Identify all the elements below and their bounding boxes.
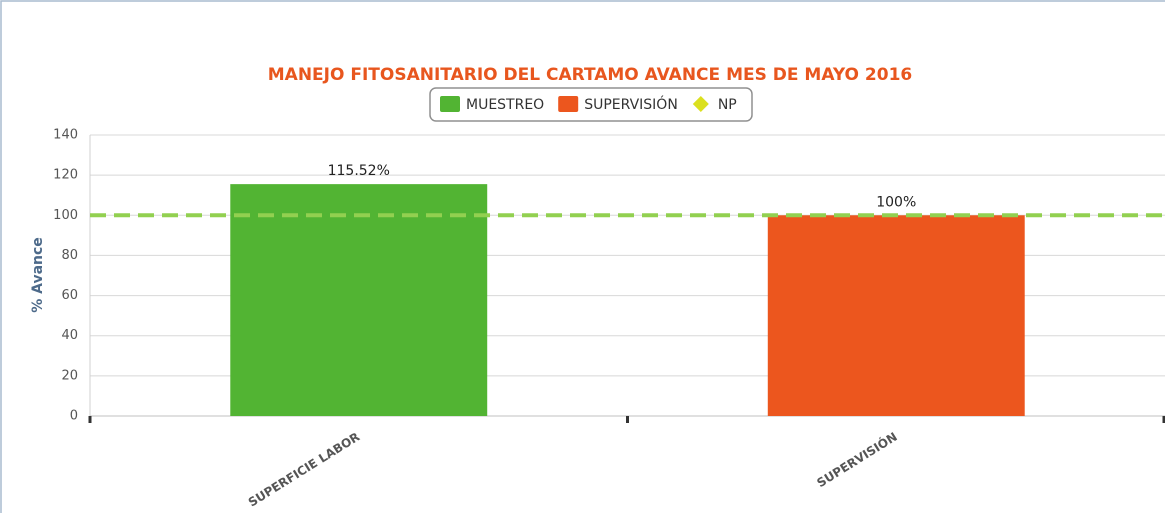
legend-marker [558,96,579,112]
data-label: 115.52% [328,163,390,179]
y-axis-title: % Avance [30,237,46,313]
bar [230,184,488,416]
legend-label: SUPERVISIÓN [584,95,678,113]
y-tick-label: 60 [61,288,78,303]
y-tick-label: 100 [53,208,78,223]
bar [767,215,1025,416]
legend-label: NP [718,97,737,113]
legend-marker [692,96,709,112]
y-tick-label: 120 [53,168,78,183]
chart-title: MANEJO FITOSANITARIO DEL CARTAMO AVANCE … [268,65,913,85]
legend-marker [440,96,460,112]
y-tick-label: 0 [70,409,78,424]
legend-label: MUESTREO [466,97,544,113]
y-tick-label: 80 [61,248,78,263]
data-label: 100% [876,194,916,210]
y-tick-label: 20 [61,368,78,383]
y-tick-label: 40 [61,328,78,343]
legend-box [429,87,753,122]
y-tick-label: 140 [53,128,78,143]
